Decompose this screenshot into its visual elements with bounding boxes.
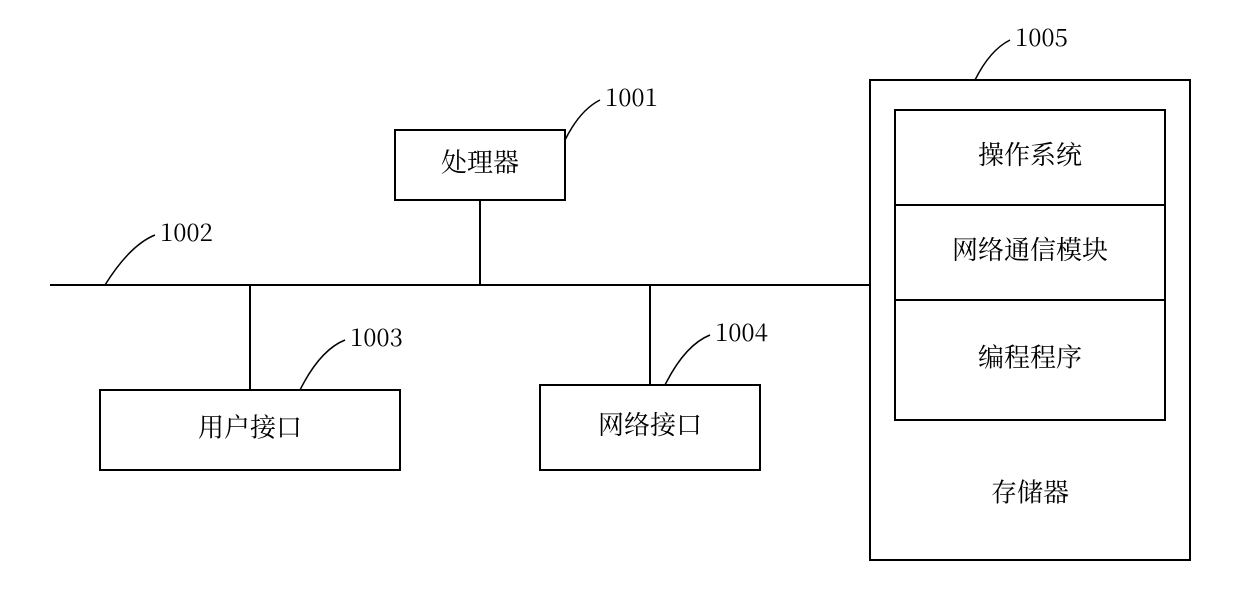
pointer-1002 (105, 235, 155, 285)
network-interface-label: 网络接口 (598, 405, 702, 442)
ref-1004: 1004 (715, 313, 768, 348)
system-block-diagram: 处理器 用户接口 网络接口 存储器 操作系统 网络通信模块 编程程序 1001 … (0, 0, 1240, 594)
user-interface-label: 用户接口 (198, 408, 302, 445)
pointer-1001 (565, 100, 600, 140)
ref-1002: 1002 (160, 213, 213, 248)
ref-1001: 1001 (605, 78, 658, 113)
ref-1003: 1003 (350, 318, 403, 353)
processor-label: 处理器 (441, 143, 519, 180)
pointer-1004 (665, 335, 710, 385)
pointer-1005 (975, 40, 1010, 80)
program-label: 编程程序 (978, 338, 1082, 375)
ref-1005: 1005 (1015, 18, 1068, 53)
memory-label: 存储器 (991, 473, 1069, 510)
netcom-label: 网络通信模块 (952, 230, 1108, 267)
os-label: 操作系统 (978, 135, 1082, 172)
pointer-1003 (300, 340, 345, 390)
